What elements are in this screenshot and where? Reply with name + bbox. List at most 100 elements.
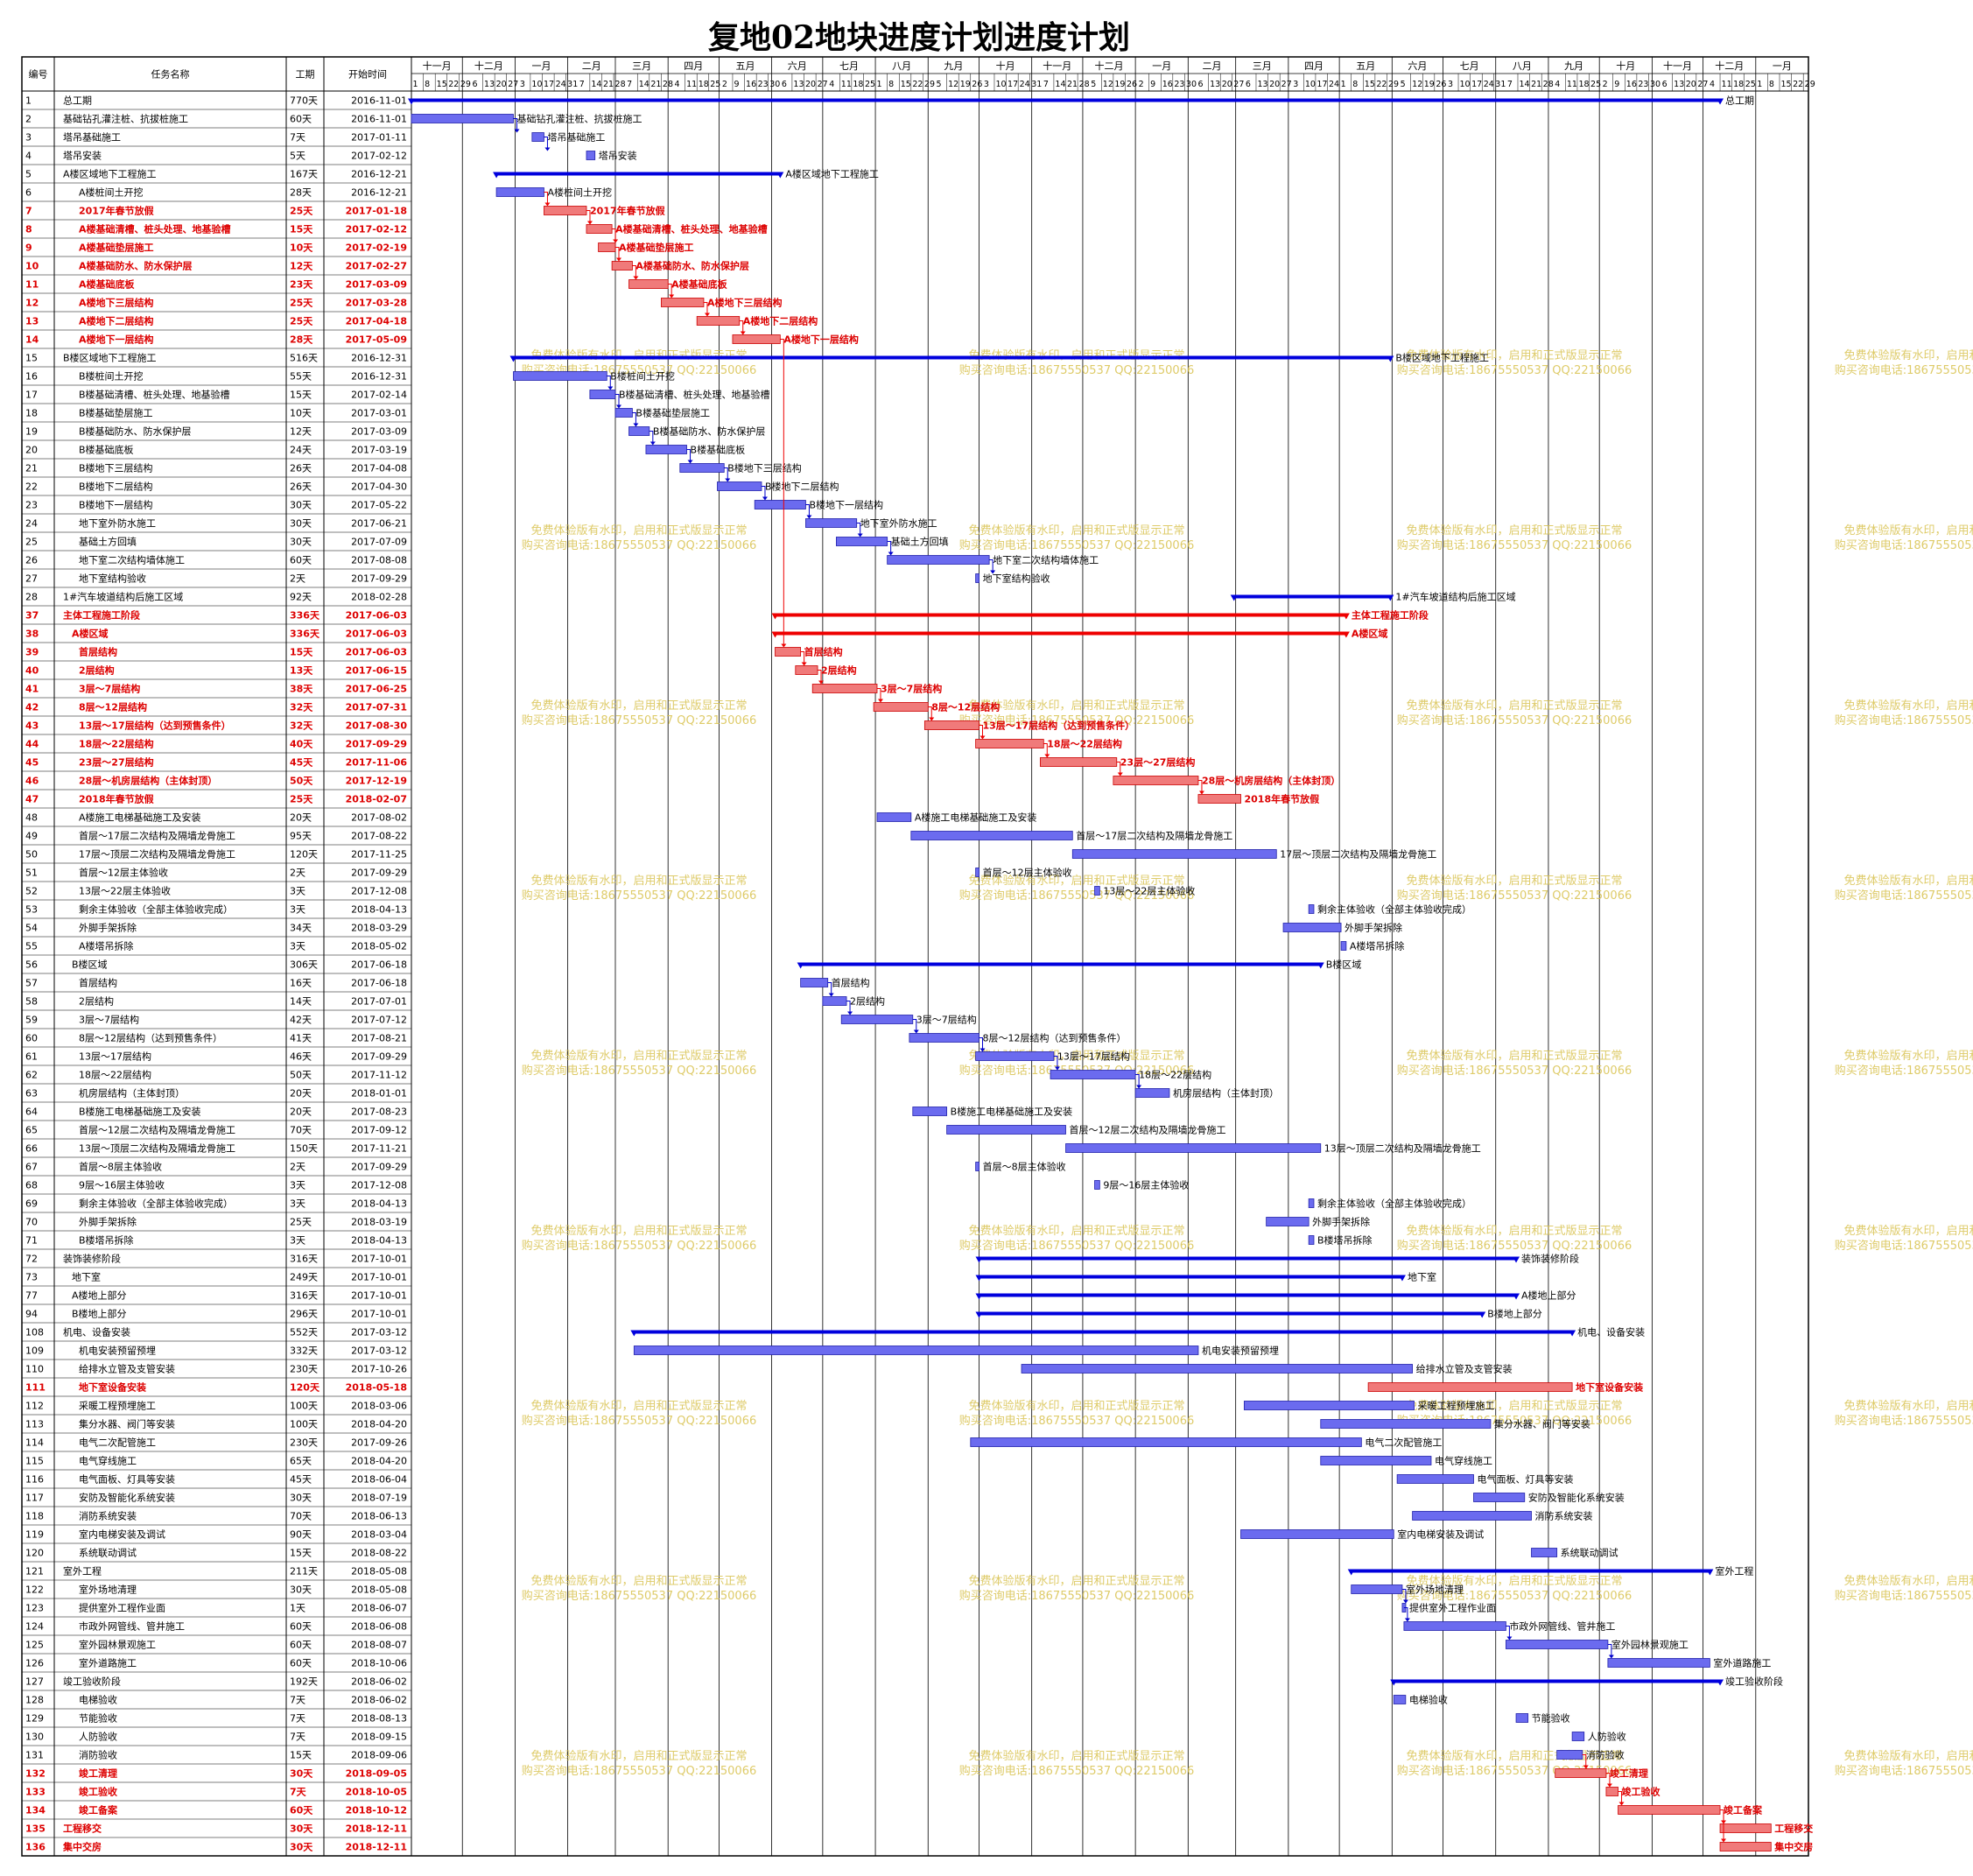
timescale-day: 21 — [1067, 80, 1078, 89]
task-duration: 296天 — [290, 1309, 318, 1320]
task-bar — [1367, 1382, 1573, 1392]
task-id: 67 — [25, 1162, 38, 1173]
bar-label: 消防验收 — [1586, 1749, 1625, 1761]
watermark-line2: 购买咨询电话:18675550537 QQ:22150066 — [522, 713, 757, 727]
task-name: 室外园林景观施工 — [79, 1639, 156, 1651]
task-id: 126 — [25, 1658, 44, 1669]
task-start: 2017-03-09 — [351, 426, 407, 438]
task-id: 108 — [25, 1327, 44, 1338]
timescale-day: 14 — [1055, 80, 1065, 89]
task-start: 2017-06-03 — [346, 647, 407, 658]
task-id: 5 — [25, 169, 32, 180]
bar-label: 18层～22层结构 — [1047, 738, 1122, 750]
task-bar — [679, 463, 725, 473]
task-bar — [513, 371, 607, 381]
task-bar — [1094, 1180, 1100, 1190]
task-name: A楼区域 — [72, 628, 109, 640]
dependency-link — [928, 706, 932, 720]
task-start: 2017-08-22 — [351, 831, 407, 842]
bar-label: 13层～17层结构（达到预售条件） — [982, 720, 1134, 732]
task-start: 2017-09-26 — [351, 1437, 407, 1449]
timescale-day: 31 — [1031, 80, 1042, 89]
watermark-line1: 免费体验版有水印，启用和正式版显示正常 — [1843, 1749, 1973, 1763]
summary-bar — [979, 1256, 1517, 1261]
task-start: 2017-08-02 — [351, 812, 407, 824]
watermark-line2: 购买咨询电话:18675550537 QQ:22150066 — [1397, 1239, 1632, 1253]
task-start: 2018-06-02 — [351, 1695, 407, 1706]
bar-label: B楼基础清槽、桩头处理、地基验槽 — [619, 389, 770, 401]
task-duration: 95天 — [290, 831, 312, 842]
timescale-day: 11 — [1722, 80, 1732, 89]
watermark-line1: 免费体验版有水印，启用和正式版显示正常 — [1843, 1574, 1973, 1588]
bar-label: 电气二次配管施工 — [1365, 1437, 1442, 1449]
task-name: 采暖工程预埋施工 — [79, 1401, 156, 1412]
task-bar — [946, 1125, 1066, 1135]
task-bar — [805, 518, 858, 528]
timescale-day: 12 — [1103, 80, 1113, 89]
bar-label: 外脚手架拆除 — [1345, 922, 1402, 934]
dependency-link — [607, 376, 611, 390]
task-id: 125 — [25, 1640, 44, 1651]
task-name: 地下室设备安装 — [79, 1381, 146, 1394]
task-bar — [1320, 1456, 1432, 1465]
timescale-day: 30 — [1186, 80, 1197, 89]
task-duration: 150天 — [290, 1143, 318, 1155]
bar-label: 电梯验收 — [1409, 1694, 1448, 1706]
watermark-line1: 免费体验版有水印，启用和正式版显示正常 — [1406, 874, 1622, 888]
dependency-link — [800, 651, 805, 665]
task-bar — [598, 242, 616, 252]
task-id: 127 — [25, 1676, 44, 1688]
task-id: 1 — [25, 95, 32, 107]
timescale-day: 15 — [1365, 80, 1375, 89]
task-start: 2016-11-01 — [351, 95, 407, 107]
bar-label: 13层～17层结构 — [1057, 1050, 1130, 1063]
dependency-arrow — [1583, 1765, 1589, 1769]
timescale-day: 29 — [1388, 80, 1399, 89]
task-id: 119 — [25, 1529, 44, 1541]
task-id: 112 — [25, 1401, 44, 1412]
summary-bar — [1233, 594, 1391, 599]
timescale-day: 20 — [496, 80, 507, 89]
summary-bar — [1394, 1679, 1721, 1683]
dependency-arrow — [1506, 1636, 1513, 1641]
task-id: 121 — [25, 1566, 44, 1577]
dependency-link — [1053, 1056, 1058, 1070]
task-bar — [1340, 941, 1347, 951]
task-duration: 92天 — [290, 592, 312, 603]
task-name: 13层～17层结构（达到预售条件） — [79, 720, 231, 732]
timescale-day: 3 — [984, 80, 989, 89]
timescale-day: 19 — [1424, 80, 1435, 89]
task-start: 2017-08-23 — [351, 1107, 407, 1118]
timescale-day: 17 — [1471, 80, 1482, 89]
task-bar — [840, 1015, 914, 1024]
task-start: 2016-12-21 — [351, 169, 407, 180]
task-start: 2017-12-08 — [351, 886, 407, 897]
task-start: 2017-09-29 — [351, 868, 407, 879]
task-duration: 32天 — [290, 720, 313, 732]
bar-label: 外脚手架拆除 — [1312, 1216, 1370, 1228]
watermark-line1: 免费体验版有水印，启用和正式版显示正常 — [1406, 1574, 1622, 1588]
timescale-day: 14 — [1519, 80, 1529, 89]
dependency-arrow — [929, 717, 935, 721]
watermark-line2: 购买咨询电话:18675550537 QQ:22150066 — [959, 889, 1195, 903]
task-duration: 25天 — [290, 1217, 312, 1228]
task-name: 9层～16层主体验收 — [79, 1179, 165, 1191]
task-duration: 211天 — [290, 1566, 318, 1577]
task-id: 124 — [25, 1621, 44, 1633]
timescale-day: 8 — [425, 80, 430, 89]
watermark-line2: 购买咨询电话:18675550537 QQ:22150066 — [1397, 713, 1632, 727]
task-id: 110 — [25, 1364, 44, 1375]
task-bar — [717, 481, 762, 491]
bar-label: A楼地下三层结构 — [707, 297, 783, 309]
task-start: 2017-09-29 — [351, 1051, 407, 1063]
dependency-link — [703, 302, 708, 316]
task-name: 电梯验收 — [79, 1694, 117, 1706]
timescale-day: 15 — [1780, 80, 1791, 89]
task-start: 2018-12-11 — [346, 1823, 407, 1835]
timescale-month: 十月 — [1616, 60, 1635, 72]
summary-bar — [496, 172, 781, 176]
task-duration: 10天 — [290, 408, 312, 419]
task-duration: 12天 — [290, 261, 313, 272]
task-name: 塔吊安装 — [63, 150, 102, 162]
dependency-link — [1618, 1791, 1623, 1805]
